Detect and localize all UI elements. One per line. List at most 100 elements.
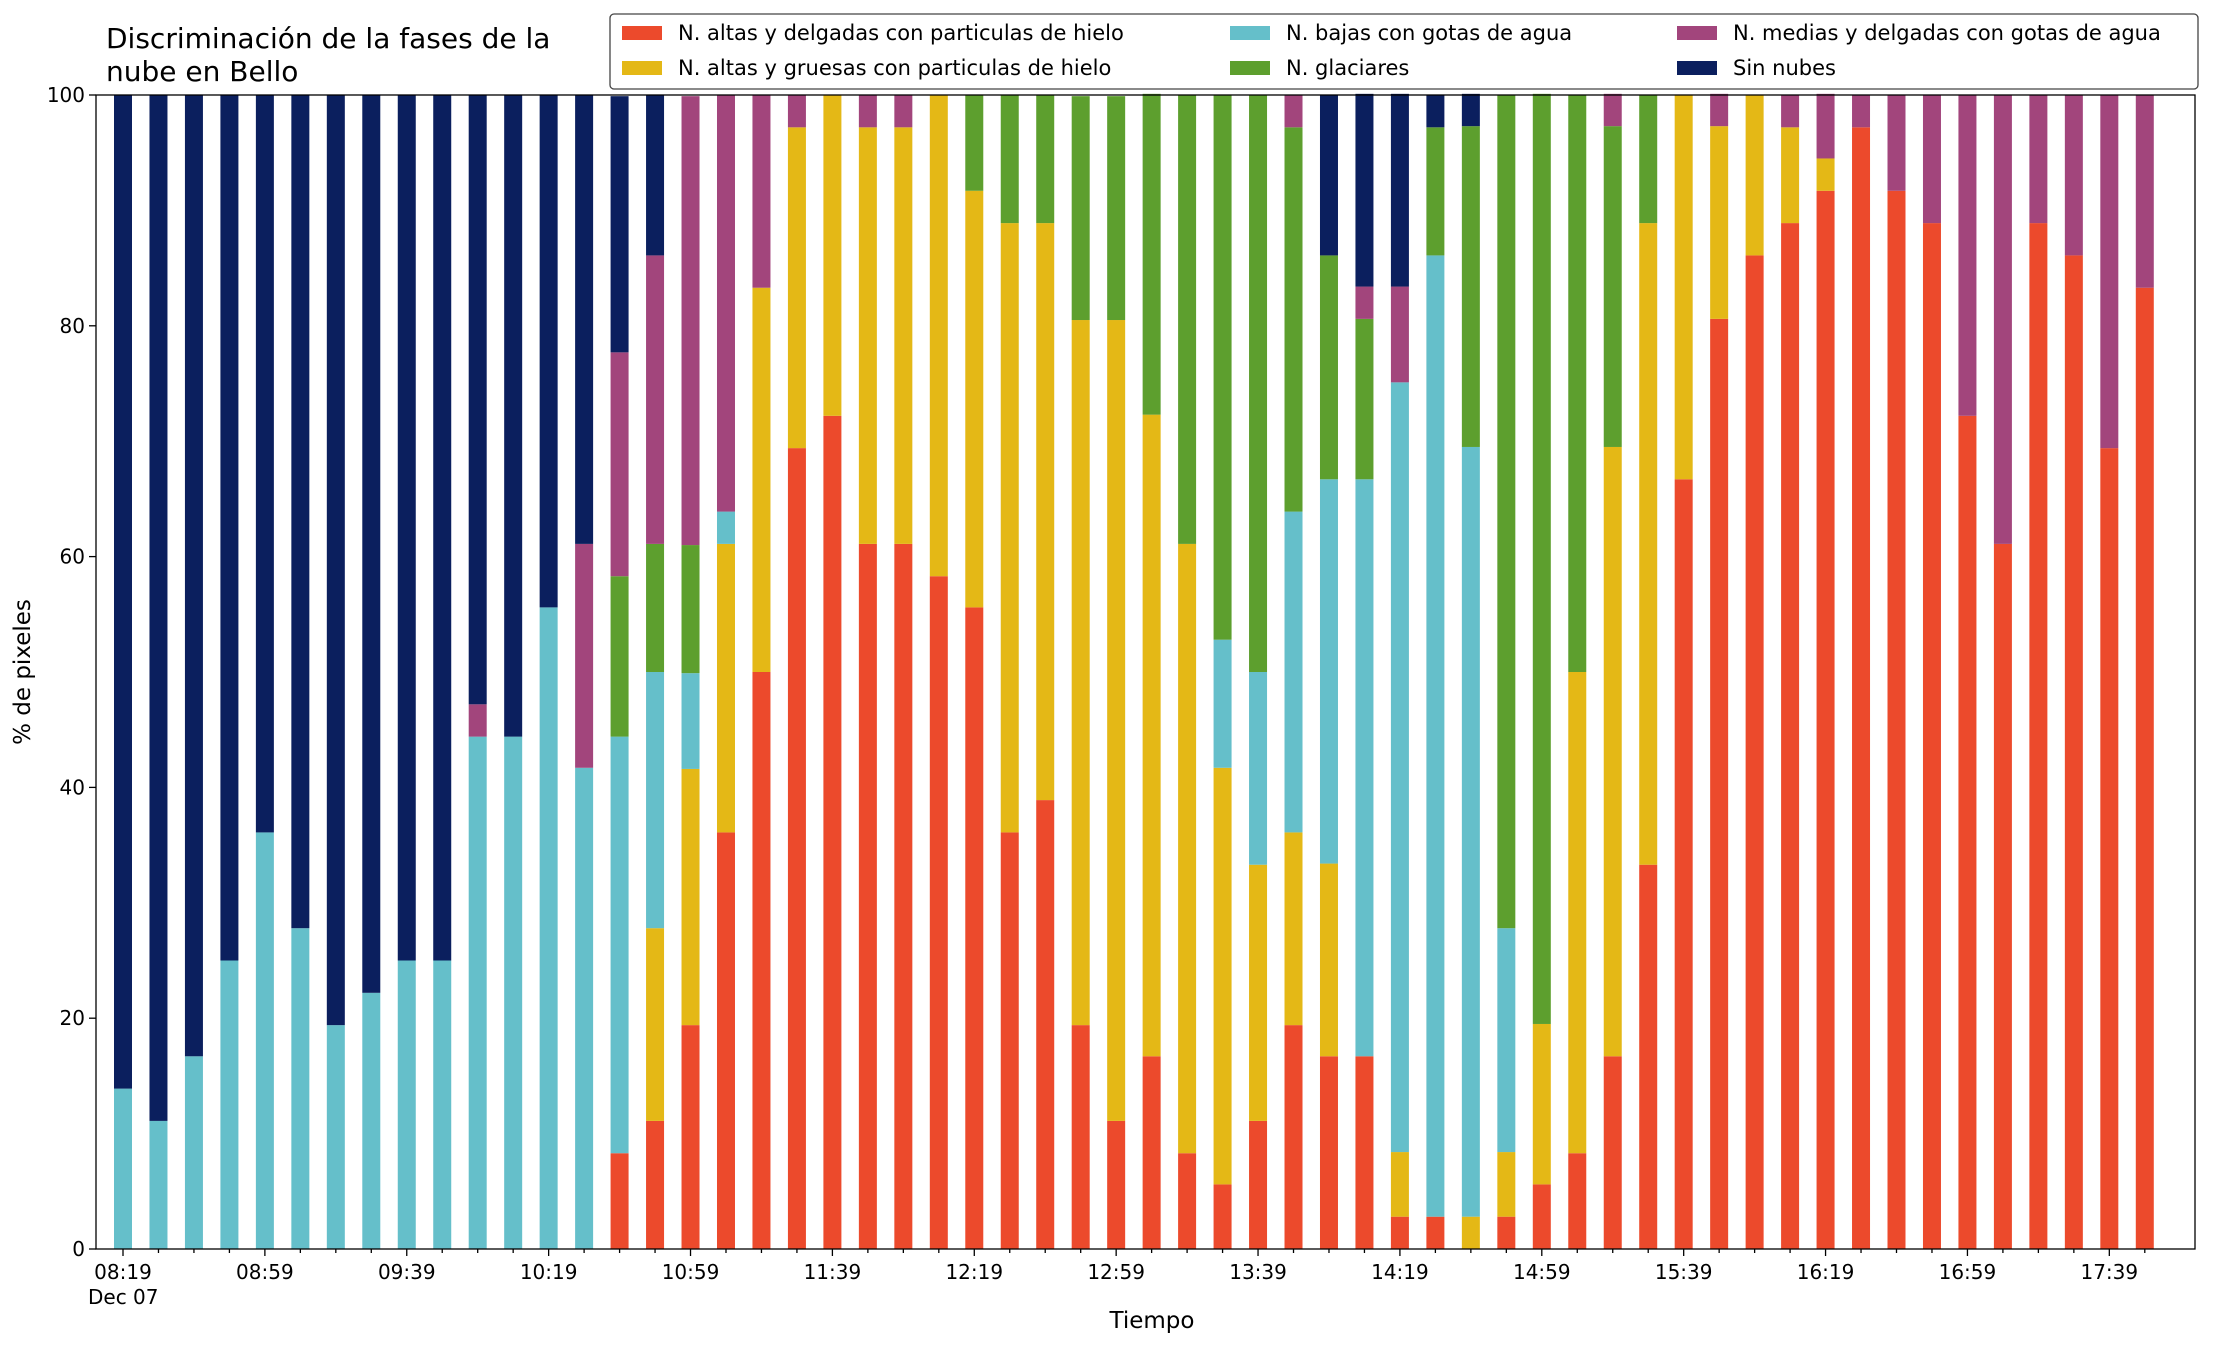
- bar-segment: [716, 543, 735, 833]
- bar-segment: [1355, 286, 1374, 319]
- bar-segment: [504, 736, 523, 1249]
- bar-segment: [1887, 95, 1906, 191]
- bar-segment: [1993, 95, 2012, 544]
- bar-segment: [1816, 158, 1835, 191]
- x-tick-label: 12:59: [1087, 1260, 1145, 1284]
- bar-segment: [610, 576, 629, 737]
- bar-segment: [1390, 286, 1409, 383]
- bar-segment: [894, 543, 913, 1249]
- bar-segment: [787, 95, 806, 128]
- bar-segment: [1319, 479, 1338, 864]
- bar-segment: [1426, 127, 1445, 256]
- y-tick-label: 20: [60, 1006, 85, 1030]
- x-tick-label: 10:19: [520, 1260, 578, 1284]
- y-tick-label: 60: [60, 545, 85, 569]
- bar-segment: [433, 95, 452, 961]
- bar-segment: [646, 1120, 665, 1249]
- bar-segment: [220, 960, 239, 1249]
- x-tick-label: 09:39: [378, 1260, 436, 1284]
- x-tick-label: 08:59: [236, 1260, 294, 1284]
- bar-segment: [1071, 96, 1090, 321]
- bar-segment: [752, 287, 771, 672]
- bar-segment: [858, 127, 877, 544]
- bar-segment: [1426, 255, 1445, 1217]
- bar-segment: [716, 511, 735, 544]
- bar-segment: [255, 95, 274, 833]
- bar-segment: [1284, 127, 1303, 512]
- bar-segment: [787, 448, 806, 1249]
- bar-segment: [1355, 1056, 1374, 1249]
- legend-swatch: [622, 61, 662, 75]
- bar-segment: [1178, 1153, 1197, 1249]
- bar-segment: [1107, 1120, 1126, 1249]
- bar-segment: [1639, 223, 1658, 865]
- x-tick-label: 14:59: [1513, 1260, 1571, 1284]
- bar-segment: [1036, 223, 1055, 801]
- bar-segment: [1355, 318, 1374, 480]
- legend-label: N. glaciares: [1286, 56, 1409, 80]
- x-tick-label: 15:39: [1655, 1260, 1713, 1284]
- bar-segment: [1568, 1153, 1587, 1249]
- x-axis-label: Tiempo: [1109, 1308, 1195, 1334]
- plot-frame: [95, 94, 2196, 1250]
- bar-segment: [291, 95, 310, 929]
- legend-label: N. medias y delgadas con gotas de agua: [1733, 21, 2161, 45]
- bar-segment: [1461, 446, 1480, 1217]
- bar-segment: [1852, 127, 1871, 1249]
- legend-label: Sin nubes: [1733, 56, 1836, 80]
- x-tick-label: 14:19: [1371, 1260, 1429, 1284]
- x-tick-label: 11:39: [804, 1260, 862, 1284]
- bar-segment: [1071, 1025, 1090, 1249]
- bar-segment: [716, 832, 735, 1249]
- bar-segment: [468, 95, 487, 705]
- bar-segment: [575, 95, 594, 544]
- legend-frame: [609, 13, 2199, 90]
- bar-segment: [362, 95, 381, 993]
- bar-segment: [1816, 93, 1835, 159]
- bar-segment: [1568, 95, 1587, 672]
- y-tick-label: 100: [47, 83, 85, 107]
- bar-segment: [114, 1088, 132, 1249]
- bar-segment: [468, 704, 487, 737]
- legend-label: N. altas y gruesas con particulas de hie…: [678, 56, 1111, 80]
- bar-segment: [2135, 95, 2154, 288]
- bar-segment: [1213, 1184, 1232, 1249]
- bar-segment: [681, 673, 700, 769]
- y-tick-label: 80: [60, 314, 85, 338]
- bar-segment: [894, 95, 913, 128]
- bar-segment: [1319, 255, 1338, 480]
- bar-segment: [1497, 1216, 1516, 1249]
- bar-segment: [1532, 93, 1551, 1024]
- bar-segment: [716, 95, 735, 512]
- bar-segment: [965, 95, 984, 191]
- bar-segment: [681, 1025, 700, 1249]
- legend-swatch: [1677, 26, 1717, 40]
- bar-segment: [646, 928, 665, 1121]
- bar-segment: [610, 352, 629, 577]
- bar-segment: [1213, 639, 1232, 768]
- bar-segment: [1461, 93, 1480, 127]
- bar-segment: [1390, 1152, 1409, 1217]
- bar-segment: [1710, 318, 1729, 1250]
- bar-segment: [1958, 415, 1977, 1249]
- x-tick-label: 12:19: [945, 1260, 1003, 1284]
- bar-segment: [1532, 1184, 1551, 1249]
- bar-segment: [1958, 95, 1977, 416]
- bar-segment: [2064, 95, 2083, 256]
- bar-segment: [646, 95, 665, 256]
- bar-segment: [1178, 95, 1197, 544]
- bar-segment: [255, 832, 274, 1249]
- bar-segment: [1887, 190, 1906, 1250]
- bar-segment: [362, 992, 381, 1249]
- bar-segment: [1107, 320, 1126, 1121]
- bar-segment: [1036, 800, 1055, 1249]
- bar-segment: [1461, 1216, 1480, 1249]
- bar-segment: [1603, 1056, 1622, 1249]
- bar-segment: [1497, 1152, 1516, 1217]
- bar-segment: [858, 95, 877, 128]
- bar-segment: [114, 95, 132, 1089]
- bar-segment: [397, 960, 416, 1249]
- bar-segment: [1497, 928, 1516, 1153]
- bar-segment: [1000, 223, 1019, 833]
- bar-segment: [539, 607, 558, 1249]
